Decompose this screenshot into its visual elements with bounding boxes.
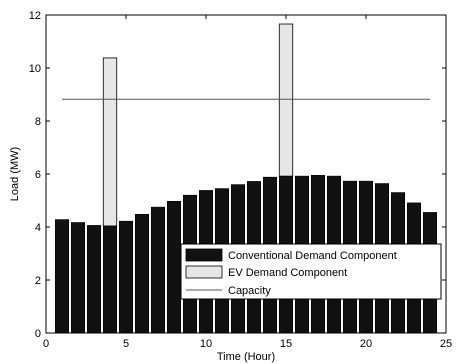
bar-ev-hour-4 xyxy=(102,57,118,227)
bar-conventional-hour-2 xyxy=(70,222,86,334)
legend-box xyxy=(180,243,442,300)
y-axis-label: Load (MW) xyxy=(9,147,21,201)
y-tick-label-8: 8 xyxy=(35,116,41,128)
y-tick-label-6: 6 xyxy=(35,169,41,181)
x-tick-label-10: 10 xyxy=(200,338,212,350)
x-tick-label-25: 25 xyxy=(440,338,452,350)
y-tick-label-4: 4 xyxy=(35,222,41,234)
bar-ev-hour-15 xyxy=(278,23,294,177)
bar-conventional-hour-1 xyxy=(54,219,70,334)
y-tick-label-12: 12 xyxy=(29,10,41,22)
bar-conventional-hour-7 xyxy=(150,206,166,334)
y-tick-label-0: 0 xyxy=(35,328,41,340)
legend-label-conventional: Conventional Demand Component xyxy=(228,250,397,262)
bar-conventional-hour-6 xyxy=(134,213,150,334)
x-tick-label-0: 0 xyxy=(43,338,49,350)
bar-conventional-hour-8 xyxy=(166,200,182,334)
bar-conventional-hour-4 xyxy=(102,225,118,334)
x-tick-label-15: 15 xyxy=(280,338,292,350)
bar-conventional-hour-5 xyxy=(118,220,134,334)
x-tick-label-5: 5 xyxy=(123,338,129,350)
legend: Conventional Demand Component EV Demand … xyxy=(180,243,442,300)
y-tick-label-10: 10 xyxy=(29,63,41,75)
legend-swatch-conventional xyxy=(185,248,223,262)
y-ticks-group: 0 2 4 6 8 10 12 xyxy=(29,10,446,340)
legend-swatch-ev xyxy=(185,265,223,279)
x-ticks-group: 0 5 10 15 20 25 xyxy=(43,15,452,350)
legend-label-capacity: Capacity xyxy=(228,285,271,297)
x-axis-label: Time (Hour) xyxy=(217,351,275,363)
bar-conventional-hour-3 xyxy=(86,225,102,334)
y-tick-label-2: 2 xyxy=(35,275,41,287)
legend-label-ev: EV Demand Component xyxy=(228,267,347,279)
x-tick-label-20: 20 xyxy=(360,338,372,350)
